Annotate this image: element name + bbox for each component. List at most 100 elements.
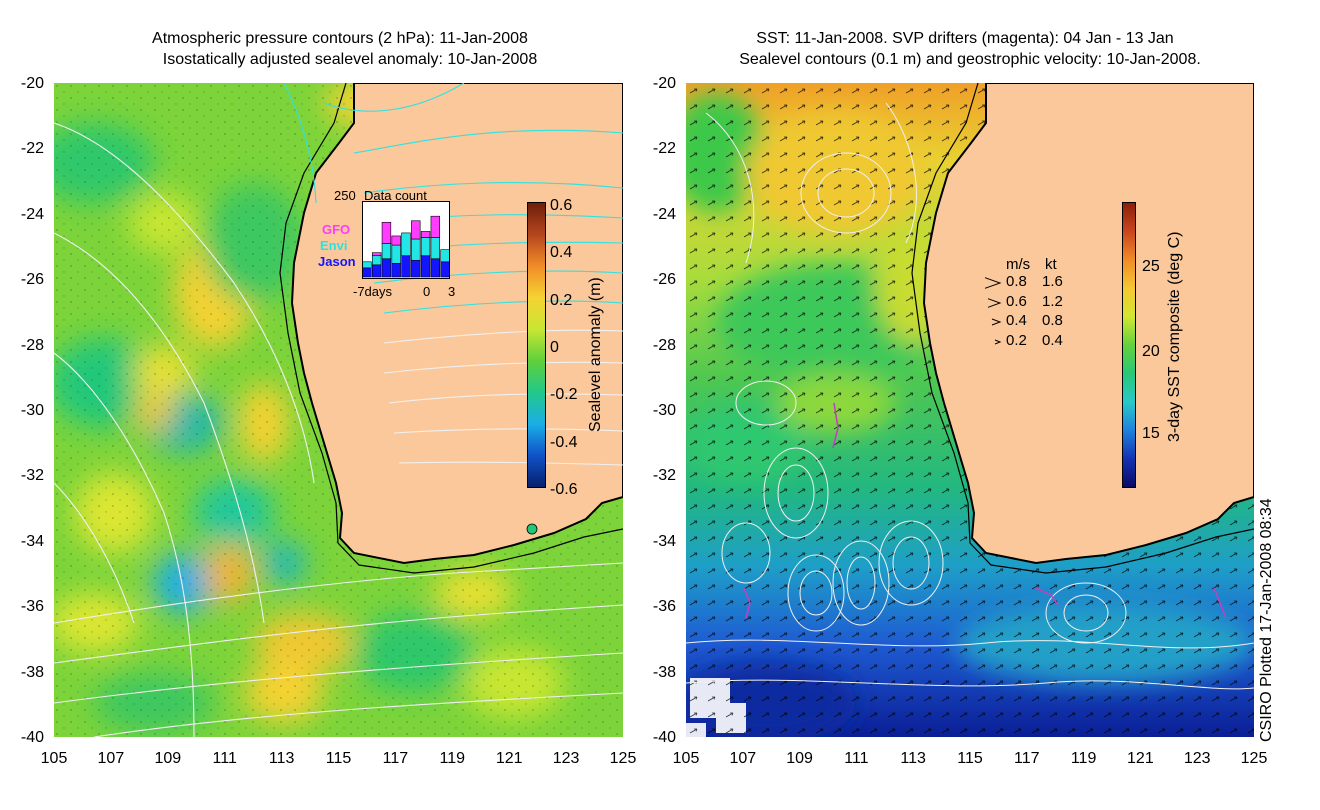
- data-count-bar-jason: [430, 258, 441, 278]
- left-lon-tick-0: 105: [40, 750, 68, 767]
- sealevel-colorbar: [527, 202, 546, 488]
- data-count-bar-gfo: [391, 235, 401, 246]
- velocity-legend-ms: 0.2: [1006, 331, 1027, 349]
- sealevel-colorbar-tick-4: -0.2: [550, 386, 578, 404]
- data-count-bar-gfo: [420, 231, 431, 238]
- data-count-bar-jason: [401, 255, 411, 278]
- left-lat-tick-6: -32: [20, 467, 44, 485]
- data-count-xlabel-start: -7days: [353, 284, 393, 299]
- right-lon-tick-1: 107: [729, 750, 757, 767]
- velocity-legend-kt: 0.8: [1042, 312, 1063, 329]
- satellite-label-gfo: GFO: [322, 222, 351, 237]
- sealevel-colorbar-label: Sealevel anomaly (m): [587, 277, 604, 432]
- data-count-bar-envi: [401, 232, 411, 257]
- sst-colorbar-tick-0: 25: [1142, 258, 1160, 275]
- right-lon-tick-4: 113: [900, 750, 926, 767]
- data-count-bar-gfo: [371, 252, 382, 257]
- sealevel-colorbar-tick-2: 0.2: [550, 291, 573, 309]
- right-lat-tick-9: -38: [652, 663, 676, 681]
- left-title-line2: Isostatically adjusted sealevel anomaly:…: [162, 51, 538, 68]
- right-lon-tick-3: 111: [844, 750, 869, 767]
- data-count-title: Data count: [364, 188, 427, 203]
- sealevel-colorbar-tick-1: 0.4: [550, 244, 573, 262]
- data-count-frame: [362, 201, 450, 279]
- data-count-bar-jason: [420, 255, 431, 278]
- left-lat-tick-2: -24: [20, 205, 44, 223]
- velocity-legend-kt: 0.4: [1042, 331, 1063, 349]
- data-count-bar-jason: [391, 263, 401, 278]
- left-lat-tick-1: -22: [20, 140, 44, 158]
- velocity-legend-arrow-icon: [984, 276, 1002, 295]
- velocity-legend-arrow-icon: [994, 335, 1002, 354]
- left-lat-tick-8: -36: [20, 598, 44, 616]
- data-count-bar-envi: [420, 237, 431, 257]
- right-lon-tick-2: 109: [786, 750, 813, 767]
- csiro-credit: CSIRO Plotted 17-Jan-2008 08:34: [1258, 498, 1275, 742]
- right-lat-tick-0: -20: [652, 75, 676, 92]
- left-lon-tick-9: 123: [552, 750, 580, 767]
- data-count-bar-jason: [362, 267, 372, 278]
- sst-colorbar-label: 3-day SST composite (deg C): [1166, 231, 1183, 442]
- left-lon-tick-7: 119: [439, 750, 466, 767]
- left-lat-tick-4: -28: [20, 336, 44, 354]
- right-title-line2: Sealevel contours (0.1 m) and geostrophi…: [739, 51, 1201, 68]
- data-count-bar-envi: [411, 238, 421, 261]
- data-count-bar-gfo: [411, 220, 421, 240]
- velocity-legend-ms: 0.4: [1006, 312, 1027, 329]
- sst-colorbar-tick-2: 15: [1142, 425, 1160, 442]
- sst-map: [686, 83, 1254, 737]
- velocity-legend-header-kt: kt: [1045, 256, 1057, 273]
- left-title-line1: Atmospheric pressure contours (2 hPa): 1…: [152, 30, 528, 47]
- left-lon-tick-5: 115: [325, 750, 352, 767]
- left-lon-tick-3: 111: [212, 750, 237, 767]
- right-lon-tick-7: 119: [1070, 750, 1097, 767]
- sealevel-colorbar-tick-0: 0.6: [550, 197, 573, 214]
- velocity-legend-kt: 1.6: [1042, 273, 1063, 290]
- right-lat-tick-3: -26: [652, 271, 676, 289]
- sealevel-colorbar-tick-6: -0.6: [550, 480, 578, 498]
- right-lon-tick-10: 125: [1240, 750, 1268, 767]
- data-count-bar-jason: [371, 264, 382, 278]
- right-lon-tick-8: 121: [1127, 750, 1154, 767]
- data-count-xlabel-zero: 0: [423, 284, 431, 299]
- velocity-legend-arrow-icon: [987, 296, 1002, 315]
- left-lon-tick-6: 117: [382, 750, 409, 767]
- data-count-bar-envi: [440, 249, 450, 263]
- data-count-bar-jason: [440, 261, 450, 278]
- data-count-bar-gfo: [430, 215, 441, 238]
- velocity-legend-ms: 0.6: [1006, 292, 1027, 310]
- data-count-bar-envi: [430, 237, 441, 260]
- data-count-inset: [362, 201, 450, 279]
- left-lon-tick-1: 107: [97, 750, 125, 767]
- sst-colorbar: [1122, 202, 1136, 488]
- left-lon-tick-10: 125: [609, 750, 637, 767]
- sst-colorbar-tick-1: 20: [1142, 343, 1160, 360]
- right-lon-tick-5: 115: [957, 750, 983, 767]
- right-title-line1: SST: 11-Jan-2008. SVP drifters (magenta)…: [756, 30, 1174, 47]
- satellite-label-jason: Jason: [318, 254, 356, 269]
- right-lat-tick-7: -34: [652, 532, 676, 550]
- data-count-bar-gfo: [381, 221, 392, 244]
- left-lon-tick-4: 113: [268, 750, 295, 767]
- data-count-bar-jason: [411, 259, 421, 278]
- data-count-bar-envi: [371, 255, 382, 266]
- data-count-xlabel-end: 3: [448, 284, 456, 299]
- right-lat-tick-2: -24: [652, 205, 676, 223]
- sealevel-colorbar-tick-3: 0: [550, 338, 559, 356]
- right-lat-tick-5: -30: [652, 402, 676, 419]
- left-lat-tick-7: -34: [20, 532, 44, 550]
- left-lat-tick-10: -40: [20, 729, 44, 746]
- left-lat-tick-3: -26: [20, 271, 44, 289]
- velocity-legend-kt: 1.2: [1042, 292, 1063, 310]
- right-lat-tick-10: -40: [652, 729, 676, 746]
- velocity-legend-arrow-icon: [991, 315, 1002, 334]
- right-lat-tick-1: -22: [652, 140, 676, 158]
- satellite-label-envi: Envi: [320, 238, 348, 253]
- right-lon-tick-6: 117: [1014, 750, 1040, 767]
- left-lon-tick-8: 121: [495, 750, 523, 767]
- velocity-legend-ms: 0.8: [1006, 273, 1027, 290]
- sealevel-colorbar-tick-5: -0.4: [550, 433, 578, 451]
- data-count-bar-envi: [381, 243, 392, 260]
- data-count-bar-jason: [381, 258, 392, 278]
- right-lon-tick-0: 105: [672, 750, 700, 767]
